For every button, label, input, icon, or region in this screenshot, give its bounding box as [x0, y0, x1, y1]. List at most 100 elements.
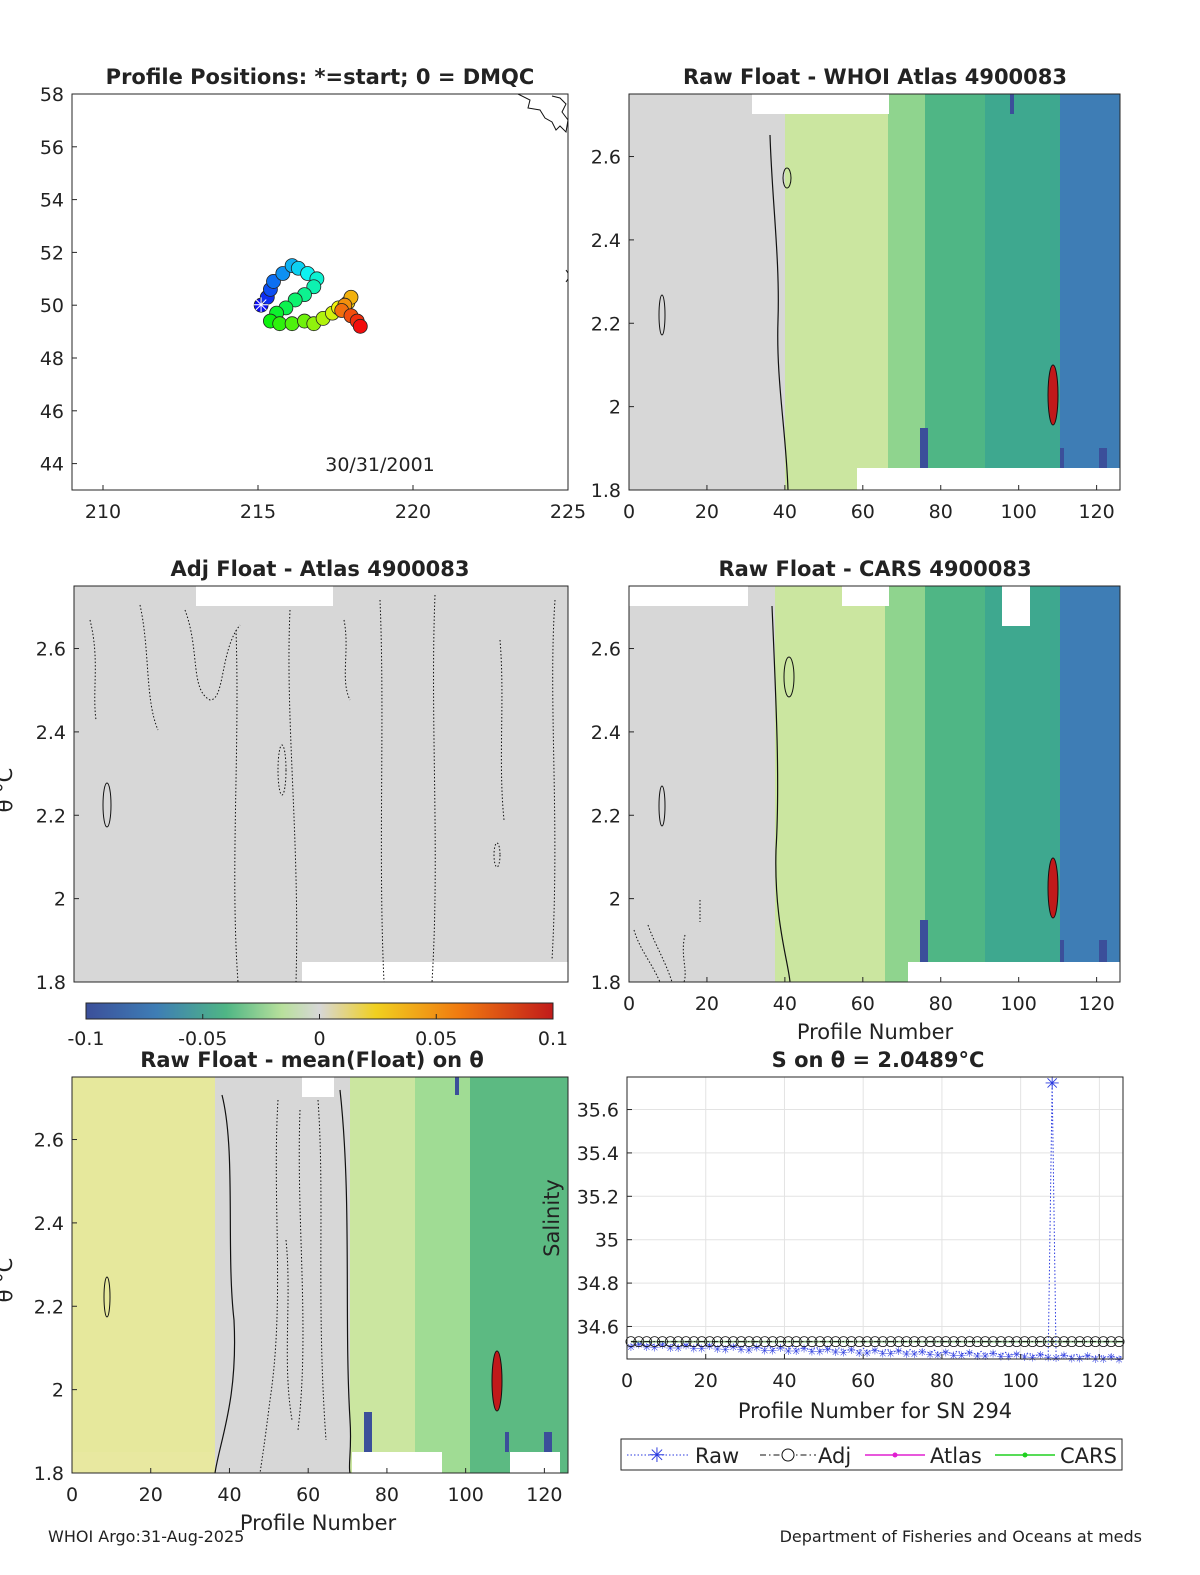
adj-point — [649, 1336, 660, 1348]
positions-axes — [71, 93, 569, 491]
adj-axes — [73, 585, 569, 983]
adj-point — [885, 1336, 897, 1348]
sal-ticks-ytick: 35.4 — [577, 1143, 619, 1165]
raw-point: ✳ — [973, 1350, 982, 1363]
raw-point: ✳ — [1020, 1351, 1029, 1364]
salinity-panel: S on θ = 2.0489°C ✳✳✳✳✳✳✳✳✳✳✳✳✳✳✳✳✳✳✳✳✳✳… — [540, 1048, 1125, 1471]
colorbar-tick: -0.05 — [178, 1028, 227, 1050]
salinity-xlabel: Profile Number for SN 294 — [738, 1399, 1012, 1423]
raw-point: ✳ — [642, 1341, 651, 1354]
adj-point — [696, 1336, 708, 1348]
mean-ylabel: θ °C — [0, 1258, 17, 1303]
legend-cars: CARS — [1060, 1444, 1117, 1468]
adj-point — [987, 1336, 999, 1348]
sal-ticks-xtick: 120 — [1081, 1370, 1117, 1392]
mean-panel: Raw Float - mean(Float) on θ — [0, 1048, 569, 1535]
raw-point: ✳ — [941, 1346, 950, 1359]
whoi-ticks-xtick: 120 — [1078, 501, 1114, 523]
adj-point — [916, 1336, 928, 1348]
sal-ticks-xtick: 60 — [851, 1370, 875, 1392]
salinity-ylabel: Salinity — [540, 1179, 564, 1257]
raw-point: ✳ — [776, 1342, 785, 1355]
raw-point: ✳ — [839, 1346, 848, 1359]
coastline-north — [517, 94, 568, 134]
adj-point — [932, 1336, 944, 1348]
raw-point: ✳ — [689, 1342, 698, 1355]
colorbar: -0.1 -0.05 0 0.05 0.1 — [67, 1002, 568, 1050]
raw-point: ✳ — [815, 1346, 824, 1359]
sal-ticks-xtick: 20 — [694, 1370, 718, 1392]
sal-ticks-xtick: 0 — [621, 1370, 633, 1392]
pos-ticks-ytick: 58 — [40, 84, 64, 106]
sal-ticks-ytick: 34.6 — [577, 1316, 619, 1338]
cars-ticks-xtick: 20 — [695, 993, 719, 1015]
adj-point — [830, 1336, 842, 1348]
adj-point — [877, 1336, 889, 1348]
legend-atlas: Atlas — [930, 1444, 982, 1468]
raw-point: ✳ — [949, 1349, 958, 1362]
mean-ticks-xtick: 0 — [66, 1484, 78, 1506]
raw-point: ✳ — [965, 1347, 974, 1360]
raw-point: ✳ — [831, 1346, 840, 1359]
adj-point — [901, 1336, 912, 1348]
adj-point — [775, 1336, 786, 1348]
adj-point — [641, 1336, 653, 1348]
adj-point — [625, 1336, 637, 1348]
raw-point: ✳ — [1004, 1351, 1013, 1364]
mean-ticks-ytick: 2.6 — [34, 1130, 64, 1152]
adj-point — [1090, 1336, 1101, 1348]
cars-axes — [628, 585, 1121, 983]
salinity-axes — [626, 1076, 1124, 1360]
adj-point — [751, 1336, 763, 1348]
adj-point — [680, 1336, 692, 1348]
sal-ticks-ytick: 35.2 — [577, 1186, 619, 1208]
adj-point — [806, 1336, 818, 1348]
colorbar-tick: -0.1 — [67, 1028, 104, 1050]
raw-point: ✳ — [855, 1347, 864, 1360]
cars-panel: Raw Float - CARS 4900083 — [591, 557, 1121, 1044]
adj-point — [727, 1336, 739, 1348]
adj-point — [1042, 1336, 1054, 1348]
whoi-title: Raw Float - WHOI Atlas 4900083 — [683, 65, 1067, 89]
adj-ticks-ytick: 2.6 — [36, 639, 66, 661]
raw-point: ✳ — [744, 1344, 753, 1357]
whoi-axes — [628, 93, 1121, 491]
legend-raw: Raw — [695, 1444, 739, 1468]
whoi-ticks-ytick: 2 — [609, 397, 621, 419]
raw-point: ✳ — [847, 1344, 856, 1357]
pos-ticks-ytick: 44 — [40, 454, 64, 476]
adj-point — [995, 1336, 1007, 1348]
adj-point — [688, 1336, 700, 1348]
adj-point — [956, 1336, 968, 1348]
raw-point: ✳ — [863, 1347, 872, 1360]
raw-point: ✳ — [729, 1341, 738, 1354]
mean-ticks-xtick: 100 — [448, 1484, 484, 1506]
raw-point: ✳ — [1012, 1348, 1021, 1361]
raw-point: ✳ — [1107, 1351, 1116, 1364]
mean-ticks-xtick: 20 — [139, 1484, 163, 1506]
adj-point — [853, 1336, 865, 1348]
cars-ticks-xtick: 40 — [773, 993, 797, 1015]
whoi-ticks-ytick: 2.6 — [591, 147, 621, 169]
legend-atlas-marker — [892, 1452, 898, 1458]
mean-title: Raw Float - mean(Float) on θ — [140, 1048, 484, 1072]
raw-point: ✳ — [666, 1342, 675, 1355]
raw-point: ✳ — [650, 1341, 659, 1354]
salinity-bg — [627, 1077, 1123, 1359]
adj-title: Adj Float - Atlas 4900083 — [170, 557, 469, 581]
sal-ticks-xtick: 40 — [772, 1370, 796, 1392]
raw-point: ✳ — [768, 1345, 777, 1358]
whoi-ticks-xtick: 20 — [695, 501, 719, 523]
adj-point — [1058, 1336, 1070, 1348]
raw-point: ✳ — [1045, 1074, 1060, 1095]
adj-point — [971, 1336, 983, 1348]
whoi-ticks-xtick: 40 — [773, 501, 797, 523]
pos-ticks-ytick: 50 — [40, 295, 64, 317]
adj-point — [782, 1336, 794, 1348]
raw-point: ✳ — [933, 1349, 942, 1362]
adj-point — [1082, 1336, 1093, 1348]
adj-panel: Adj Float - Atlas 4900083 1.8 2 — [0, 557, 569, 994]
cars-ticks-ytick: 2.4 — [591, 722, 621, 744]
raw-point: ✳ — [1099, 1353, 1108, 1366]
mean-ticks-xtick: 40 — [217, 1484, 241, 1506]
